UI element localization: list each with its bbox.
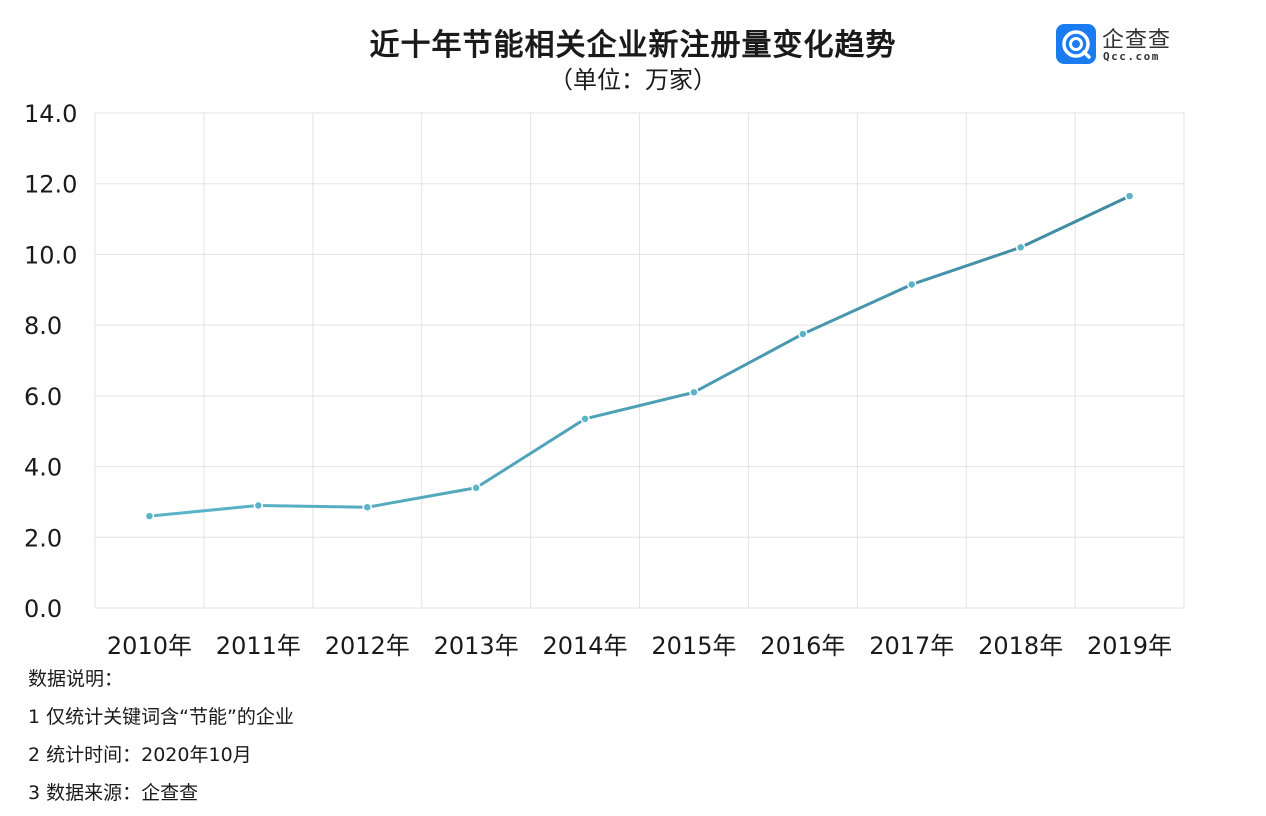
y-tick-label: 6.0 [24, 383, 62, 411]
data-point [144, 511, 155, 521]
x-axis-ticks: 2010年 2011年 2012年 2013年 2014年 2015年 2016年 2017年… [107, 632, 1172, 660]
data-point [362, 502, 372, 512]
x-tick-label: 2018年 [978, 632, 1063, 660]
x-tick-label: 2017年 [869, 632, 954, 660]
x-tick-label: 2010年 [107, 632, 192, 660]
logo-domain: Qcc.com [1103, 50, 1160, 63]
y-tick-label: 10.0 [24, 241, 77, 269]
data-point [689, 387, 699, 398]
data-point [580, 414, 590, 424]
data-point [471, 483, 481, 493]
brand-logo: 企查查 Qcc.com [1056, 24, 1186, 68]
y-tick-label: 8.0 [24, 312, 62, 340]
y-tick-label: 12.0 [24, 171, 77, 199]
x-tick-label: 2012年 [325, 632, 410, 660]
data-point [1015, 242, 1026, 253]
x-tick-label: 2011年 [216, 632, 301, 660]
notes-heading: 数据说明： [28, 668, 124, 690]
data-notes: 数据说明： 1 仅统计关键词含“节能”的企业 2 统计时间：2020年10月 3… [28, 660, 294, 812]
grid-lines [94, 112, 1185, 609]
data-point [907, 279, 917, 290]
series-line [147, 194, 1132, 518]
y-tick-label: 14.0 [24, 100, 77, 128]
x-tick-label: 2019年 [1087, 632, 1172, 660]
chart-title: 近十年节能相关企业新注册量变化趋势 [369, 28, 897, 63]
line-chart: 0.02.04.06.08.010.012.014.0 2010年 2011年 20… [24, 100, 1185, 660]
note-item: 2 统计时间：2020年10月 [28, 744, 252, 766]
x-tick-label: 2015年 [651, 632, 736, 660]
y-tick-label: 4.0 [24, 454, 62, 482]
x-tick-label: 2014年 [543, 632, 628, 660]
note-item: 1 仅统计关键词含“节能”的企业 [28, 706, 294, 728]
logo-name: 企查查 [1102, 28, 1172, 53]
y-tick-label: 0.0 [24, 595, 62, 623]
y-tick-label: 2.0 [24, 524, 62, 552]
x-tick-label: 2016年 [760, 632, 845, 660]
chart-subtitle: （单位：万家） [549, 66, 717, 94]
note-item: 3 数据来源：企查查 [28, 782, 199, 804]
data-point [798, 329, 808, 339]
x-tick-label: 2013年 [434, 632, 519, 660]
series [144, 191, 1135, 521]
qcc-logo-icon [1056, 24, 1096, 64]
data-point [1124, 191, 1135, 201]
data-point [253, 500, 264, 511]
y-axis-ticks: 0.0 2.0 4.0 6.0 8.0 10.0 12.0 14.0 [24, 100, 77, 623]
